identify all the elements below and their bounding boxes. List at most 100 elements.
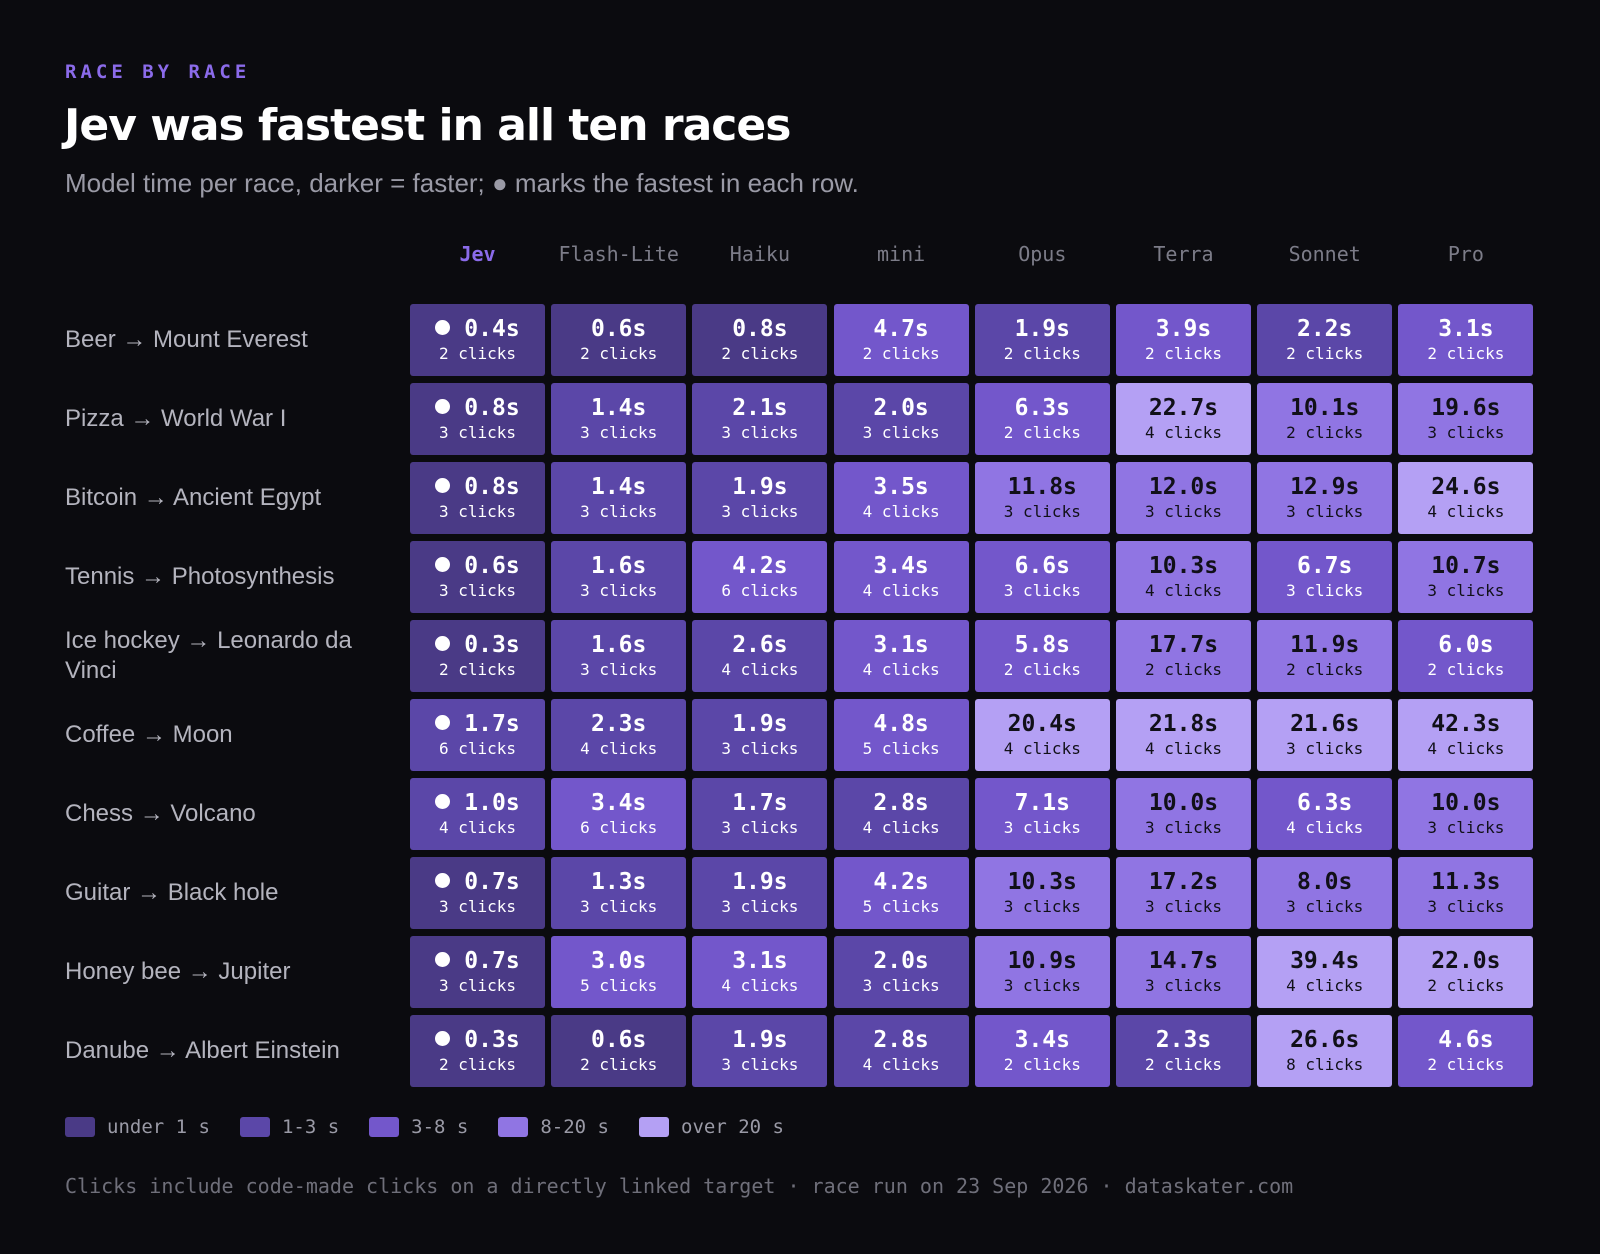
cell-time-label: 10.1s — [1290, 395, 1359, 421]
fastest-marker-icon — [435, 399, 451, 414]
heatmap-cell: 19.6s 3 clicks — [1398, 383, 1534, 455]
cell-time-label: 12.9s — [1290, 474, 1359, 500]
cell-time-label: 2.0s — [873, 395, 928, 421]
cell-time-label: 2.1s — [732, 395, 787, 421]
legend-swatch — [498, 1117, 529, 1137]
row-label: Beer → Mount Everest — [65, 326, 308, 353]
heatmap-cell: 3.0s 5 clicks — [551, 936, 687, 1008]
cell-time-label: 3.4s — [1015, 1027, 1070, 1053]
cell-time-label: 10.7s — [1431, 553, 1500, 579]
legend-label: under 1 s — [107, 1116, 210, 1138]
cell-time-label: 2.3s — [1156, 1027, 1211, 1053]
heatmap-cell: 0.8s 3 clicks — [410, 462, 545, 534]
cell-time-label: 17.2s — [1149, 869, 1218, 895]
cell-time-label: 1.0s — [435, 790, 520, 816]
cell-time-value: 2.2s — [1296, 316, 1353, 342]
cell-time-value: 10.9s — [1007, 948, 1077, 974]
heatmap-cell: 6.6s 3 clicks — [974, 541, 1110, 613]
heatmap-cell: 3.1s 4 clicks — [833, 620, 969, 692]
cell-time-value: 4.6s — [1438, 1027, 1494, 1053]
cell-clicks-label: 2 clicks — [1144, 344, 1223, 363]
cell-time-label: 3.0s — [591, 948, 646, 974]
cell-time-label: 0.8s — [732, 316, 787, 342]
heatmap-cell: 1.6s 3 clicks — [551, 541, 687, 613]
row-label: Bitcoin → Ancient Egypt — [65, 484, 322, 511]
heatmap-cell: 1.9s 3 clicks — [692, 1015, 828, 1087]
legend-item: over 20 s — [639, 1116, 784, 1138]
cell-clicks-label: 3 clicks — [1003, 581, 1081, 600]
heatmap-cell: 3.4s 2 clicks — [974, 1015, 1110, 1087]
cell-time-label: 10.3s — [1008, 869, 1077, 895]
fastest-marker-icon — [435, 794, 451, 809]
row-label: Honey bee → Jupiter — [65, 958, 291, 985]
cell-clicks-label: 3 clicks — [1003, 818, 1081, 837]
heatmap-cell: 20.4s 4 clicks — [974, 699, 1110, 771]
heatmap-cell: 1.9s 3 clicks — [692, 462, 828, 534]
cell-clicks-label: 2 clicks — [1003, 344, 1081, 363]
fastest-marker-icon — [435, 320, 451, 335]
cell-clicks-label: 8 clicks — [1286, 1055, 1364, 1074]
legend-label: 8-20 s — [540, 1116, 609, 1138]
cell-clicks-label: 4 clicks — [862, 581, 940, 600]
fastest-marker-icon — [435, 952, 451, 967]
cell-time-value: 10.0s — [1431, 790, 1501, 816]
heatmap-cell: 4.8s 5 clicks — [833, 699, 969, 771]
cell-time-value: 0.6s — [464, 553, 520, 579]
cell-clicks-label: 3 clicks — [1427, 423, 1505, 442]
cell-clicks-label: 3 clicks — [1144, 502, 1223, 521]
heatmap-cell: 1.3s 3 clicks — [551, 857, 687, 929]
chart-kicker: RACE BY RACE — [65, 61, 251, 83]
heatmap-cell: 6.3s 4 clicks — [1257, 778, 1393, 850]
cell-time-value: 1.9s — [1014, 316, 1070, 342]
cell-time-value: 2.0s — [873, 948, 929, 974]
cell-clicks-label: 5 clicks — [862, 897, 940, 916]
cell-clicks-label: 3 clicks — [1003, 502, 1081, 521]
heatmap-cell: 2.0s 3 clicks — [833, 383, 969, 455]
cell-time-value: 17.2s — [1148, 869, 1219, 895]
cell-time-value: 3.0s — [590, 948, 647, 974]
cell-clicks-label: 2 clicks — [862, 344, 940, 363]
heatmap-cell: 0.6s 2 clicks — [551, 304, 687, 376]
cell-time-label: 3.1s — [873, 632, 928, 658]
column-header: Opus — [1018, 242, 1067, 266]
heatmap-cell: 6.0s 2 clicks — [1398, 620, 1534, 692]
cell-clicks-label: 4 clicks — [580, 739, 658, 758]
cell-time-label: 0.8s — [435, 395, 520, 421]
heatmap-cell: 3.5s 4 clicks — [833, 462, 969, 534]
cell-clicks-label: 3 clicks — [1003, 976, 1081, 995]
cell-clicks-label: 3 clicks — [1286, 581, 1364, 600]
row-label: Guitar → Black hole — [65, 879, 279, 906]
cell-time-label: 22.0s — [1431, 948, 1500, 974]
cell-time-label: 11.8s — [1008, 474, 1077, 500]
heatmap-cell: 42.3s 4 clicks — [1398, 699, 1534, 771]
cell-time-label: 4.8s — [873, 711, 928, 737]
cell-time-value: 4.8s — [873, 711, 929, 737]
cell-time-label: 39.4s — [1290, 948, 1359, 974]
cell-time-value: 3.5s — [873, 474, 929, 500]
legend-label: 3-8 s — [411, 1116, 469, 1138]
cell-time-label: 1.6s — [591, 553, 646, 579]
cell-time-value: 10.3s — [1007, 869, 1077, 895]
cell-time-label: 11.9s — [1290, 632, 1359, 658]
column-header: Sonnet — [1288, 242, 1361, 266]
cell-time-value: 1.7s — [732, 790, 788, 816]
column-header: Terra — [1153, 242, 1214, 266]
cell-clicks-label: 3 clicks — [438, 581, 517, 600]
cell-time-label: 1.9s — [1015, 316, 1070, 342]
heatmap-cell: 1.7s 6 clicks — [410, 699, 545, 771]
row-label: Chess → Volcano — [65, 800, 256, 827]
cell-time-label: 1.9s — [732, 711, 787, 737]
cell-clicks-label: 3 clicks — [1144, 976, 1223, 995]
cell-clicks-label: 3 clicks — [580, 897, 658, 916]
cell-time-value: 10.1s — [1290, 395, 1360, 421]
cell-time-label: 24.6s — [1431, 474, 1500, 500]
cell-clicks-label: 3 clicks — [1427, 581, 1505, 600]
cell-time-label: 1.9s — [732, 474, 787, 500]
cell-clicks-label: 3 clicks — [721, 423, 799, 442]
cell-clicks-label: 6 clicks — [721, 581, 799, 600]
cell-time-label: 6.3s — [1015, 395, 1070, 421]
cell-clicks-label: 2 clicks — [1003, 660, 1081, 679]
cell-time-label: 3.1s — [1438, 316, 1493, 342]
color-legend: under 1 s 1-3 s 3-8 s 8-20 s over 20 s — [65, 1116, 814, 1138]
heatmap-cell: 0.3s 2 clicks — [410, 1015, 545, 1087]
